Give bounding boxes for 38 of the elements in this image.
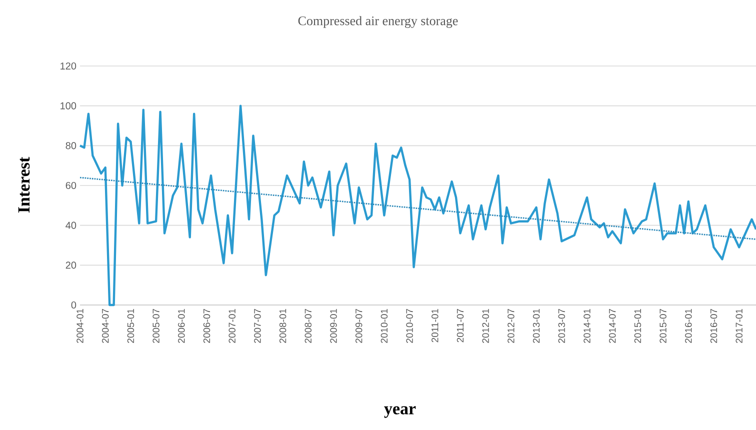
x-tick-label: 2014-07 [608,308,616,343]
x-tick-label: 2011-01 [432,308,438,342]
chart-title: Compressed air energy storage [298,16,458,28]
x-tick-label: 2005-07 [152,308,160,343]
x-tick-label: 2012-07 [508,308,514,343]
y-tick-label: 80 [66,142,76,150]
y-tick-label: 40 [66,222,76,229]
x-tick-label: 2008-07 [304,308,312,343]
x-tick-label: 2006-07 [203,308,210,343]
x-axis-title: year [384,406,416,418]
x-tick-label: 2009-07 [355,308,362,343]
x-tick-label: 2010-07 [406,308,413,343]
x-tick-label: 2007-07 [254,308,261,343]
y-tick-label: 0 [71,301,76,309]
x-tick-label: 2015-07 [660,308,666,343]
x-tick-label: 2006-01 [178,308,185,343]
y-tick-label: 20 [66,262,76,269]
x-tick-label: 2010-01 [380,308,388,343]
x-tick-label: 2004-07 [102,308,109,343]
x-tick-label: 2011-07 [456,308,464,342]
x-tick-label: 2008-01 [279,308,286,343]
y-tick-label: 60 [66,182,76,190]
x-tick-label: 2016-07 [710,308,718,343]
line-series [78,104,756,306]
x-tick-label: 2009-01 [330,308,337,343]
y-tick-label: 100 [60,102,76,110]
x-tick-label: 2007-01 [228,308,236,343]
y-tick-label: 120 [60,62,76,70]
x-tick-label: 2017-01 [736,308,742,343]
y-axis-title: Interest [18,156,30,213]
x-tick-label: 2004-01 [76,308,84,343]
x-tick-label: 2012-01 [482,308,489,343]
x-tick-label: 2016-01 [685,308,692,343]
x-tick-label: 2005-01 [127,308,134,343]
x-tick-label: 2013-01 [532,308,540,343]
x-tick-label: 2014-01 [584,308,590,343]
x-tick-label: 2015-01 [634,308,642,343]
x-tick-label: 2013-07 [558,308,566,343]
